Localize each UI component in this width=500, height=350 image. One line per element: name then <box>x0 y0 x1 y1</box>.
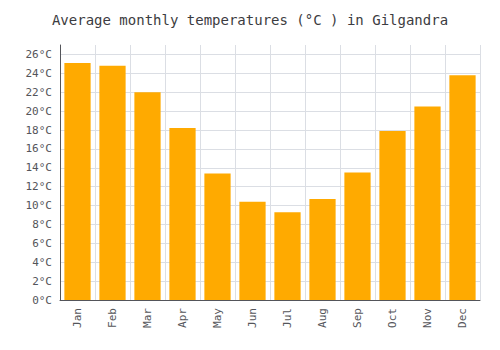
svg-text:Jan: Jan <box>71 308 84 328</box>
svg-text:4°C: 4°C <box>32 256 52 269</box>
svg-text:10°C: 10°C <box>26 199 53 212</box>
svg-text:May: May <box>211 308 224 328</box>
svg-text:Aug: Aug <box>316 308 329 328</box>
svg-text:2°C: 2°C <box>32 275 52 288</box>
svg-text:0°C: 0°C <box>32 294 52 307</box>
svg-text:14°C: 14°C <box>26 161 53 174</box>
svg-text:18°C: 18°C <box>26 124 53 137</box>
svg-text:Nov: Nov <box>421 308 434 328</box>
svg-text:Mar: Mar <box>141 308 154 328</box>
svg-text:Jul: Jul <box>281 308 294 328</box>
svg-text:Sep: Sep <box>351 308 364 328</box>
svg-text:8°C: 8°C <box>32 218 52 231</box>
svg-text:Average monthly temperatures (: Average monthly temperatures (°C ) in Gi… <box>52 12 448 28</box>
svg-text:20°C: 20°C <box>26 105 53 118</box>
svg-text:12°C: 12°C <box>26 180 53 193</box>
svg-text:Jun: Jun <box>246 308 259 328</box>
svg-text:Oct: Oct <box>386 308 399 328</box>
svg-text:24°C: 24°C <box>26 67 53 80</box>
svg-text:Apr: Apr <box>176 308 189 328</box>
svg-text:22°C: 22°C <box>26 86 53 99</box>
svg-text:26°C: 26°C <box>26 48 53 61</box>
svg-text:Feb: Feb <box>106 308 119 328</box>
svg-text:Dec: Dec <box>456 308 469 328</box>
svg-text:16°C: 16°C <box>26 142 53 155</box>
svg-text:6°C: 6°C <box>32 237 52 250</box>
